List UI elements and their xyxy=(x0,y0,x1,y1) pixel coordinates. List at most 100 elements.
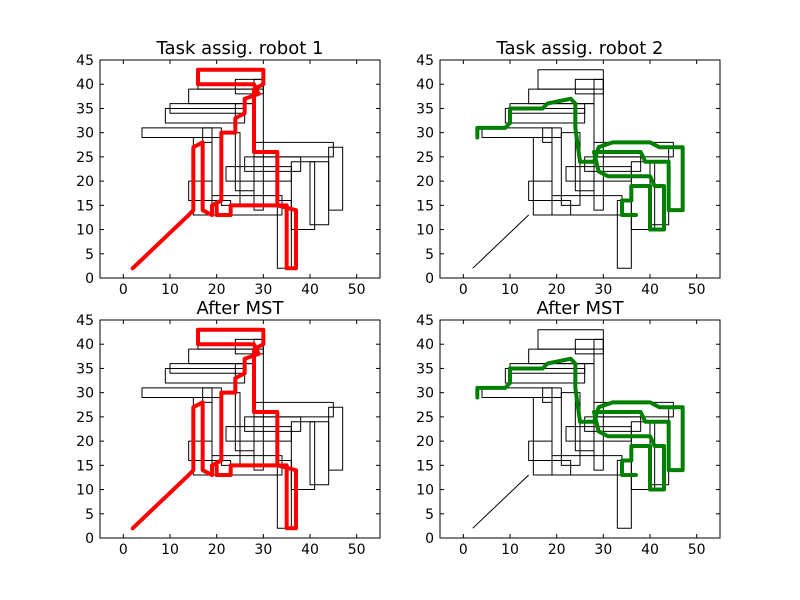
y-tick-label: 10 xyxy=(416,223,434,239)
x-tick-label: 0 xyxy=(459,282,468,298)
corridor-segment xyxy=(616,459,632,529)
y-tick-label: 30 xyxy=(416,126,434,142)
y-tick-label: 10 xyxy=(416,483,434,499)
x-tick-label: 30 xyxy=(254,542,272,558)
start-connector xyxy=(472,474,530,529)
y-tick-label: 15 xyxy=(416,198,434,214)
x-tick-label: 0 xyxy=(459,542,468,558)
y-tick-label: 45 xyxy=(416,53,434,69)
corridor-segment xyxy=(593,141,674,158)
corridor-segment xyxy=(551,459,572,476)
y-tick-label: 25 xyxy=(416,410,434,426)
x-tick-label: 10 xyxy=(501,542,519,558)
axes-frame xyxy=(439,59,721,279)
corridor-segment xyxy=(253,141,334,158)
x-tick-label: 50 xyxy=(688,282,706,298)
chart-title: Task assig. robot 1 xyxy=(156,38,324,59)
x-tick-label: 30 xyxy=(594,282,612,298)
y-tick-label: 0 xyxy=(85,271,94,287)
y-tick-label: 25 xyxy=(76,410,94,426)
chart-panel-4: After MST 0 10 20 30 40 50 0 5 10 15 20 25 30 35 40 45 xyxy=(416,298,721,558)
corridor-segment xyxy=(309,421,330,486)
corridor-segment xyxy=(593,338,604,471)
x-tick-label: 20 xyxy=(548,542,566,558)
x-tick-label: 10 xyxy=(161,282,179,298)
corridor-segment xyxy=(220,392,241,466)
corridor-segment xyxy=(574,78,604,95)
corridor-segment xyxy=(616,199,632,269)
y-tick-label: 40 xyxy=(76,77,94,93)
y-tick-label: 35 xyxy=(76,361,94,377)
y-tick-label: 45 xyxy=(76,53,94,69)
y-tick-label: 40 xyxy=(416,337,434,353)
y-tick-label: 40 xyxy=(416,77,434,93)
x-tick-label: 40 xyxy=(641,282,659,298)
y-tick-label: 30 xyxy=(416,386,434,402)
x-tick-label: 0 xyxy=(119,542,128,558)
robot-route-line xyxy=(475,96,685,232)
y-tick-label: 30 xyxy=(76,126,94,142)
corridor-segment xyxy=(528,440,553,461)
chart-title: After MST xyxy=(537,298,625,319)
y-tick-label: 15 xyxy=(76,458,94,474)
x-tick-label: 20 xyxy=(548,282,566,298)
corridor-segment xyxy=(253,401,334,418)
axes-frame xyxy=(99,59,381,279)
corridor-segment xyxy=(537,329,604,350)
corridor-segment xyxy=(309,161,330,226)
x-tick-label: 50 xyxy=(688,542,706,558)
corridor-segment xyxy=(328,146,344,211)
y-tick-label: 20 xyxy=(76,434,94,450)
y-tick-label: 0 xyxy=(85,531,94,547)
y-tick-label: 35 xyxy=(76,101,94,117)
y-tick-label: 5 xyxy=(85,247,94,263)
x-tick-label: 30 xyxy=(594,542,612,558)
y-tick-label: 45 xyxy=(76,313,94,329)
robot-route-line xyxy=(130,67,298,271)
y-tick-label: 10 xyxy=(76,223,94,239)
y-tick-label: 5 xyxy=(425,247,434,263)
corridor-segment xyxy=(202,387,213,403)
y-tick-label: 0 xyxy=(425,531,434,547)
corridor-map xyxy=(132,69,344,269)
corridor-segment xyxy=(202,127,213,143)
y-tick-label: 5 xyxy=(425,507,434,523)
corridor-segment xyxy=(504,367,586,384)
y-tick-label: 10 xyxy=(76,483,94,499)
x-tick-label: 0 xyxy=(119,282,128,298)
corridor-segment xyxy=(528,180,553,201)
x-tick-label: 30 xyxy=(254,282,272,298)
corridor-segment xyxy=(504,107,586,124)
y-tick-label: 15 xyxy=(416,458,434,474)
corridor-segment xyxy=(481,127,562,139)
robot-route-line xyxy=(130,327,298,531)
chart-title: After MST xyxy=(197,298,285,319)
corridor-segment xyxy=(542,387,553,403)
corridor-segment xyxy=(164,367,246,384)
corridor-segment xyxy=(537,69,604,90)
x-tick-label: 40 xyxy=(641,542,659,558)
chart-panel-2: Task assig. robot 2 0 10 20 30 40 50 0 5 10 15 20 25… xyxy=(416,38,721,298)
robot-route-line xyxy=(475,356,685,492)
x-tick-label: 50 xyxy=(348,282,366,298)
y-tick-label: 45 xyxy=(416,313,434,329)
corridor-segment xyxy=(560,132,581,206)
corridor-segment xyxy=(593,401,674,418)
axes-frame xyxy=(439,319,721,539)
corridor-segment xyxy=(276,199,292,269)
y-tick-label: 5 xyxy=(85,507,94,523)
x-tick-label: 40 xyxy=(301,542,319,558)
x-tick-label: 40 xyxy=(301,282,319,298)
y-tick-label: 15 xyxy=(76,198,94,214)
corridor-segment xyxy=(141,127,222,139)
y-tick-label: 40 xyxy=(76,337,94,353)
corridor-segment xyxy=(164,107,246,124)
corridor-segment xyxy=(141,387,222,399)
x-tick-label: 20 xyxy=(208,282,226,298)
corridor-segment xyxy=(481,387,562,399)
corridor-segment xyxy=(560,392,581,466)
corridor-segment xyxy=(593,78,604,211)
chart-panel-3: After MST 0 10 20 30 40 50 0 5 10 15 20 25 30 35 40 45 xyxy=(76,298,381,558)
axes-frame xyxy=(99,319,381,539)
